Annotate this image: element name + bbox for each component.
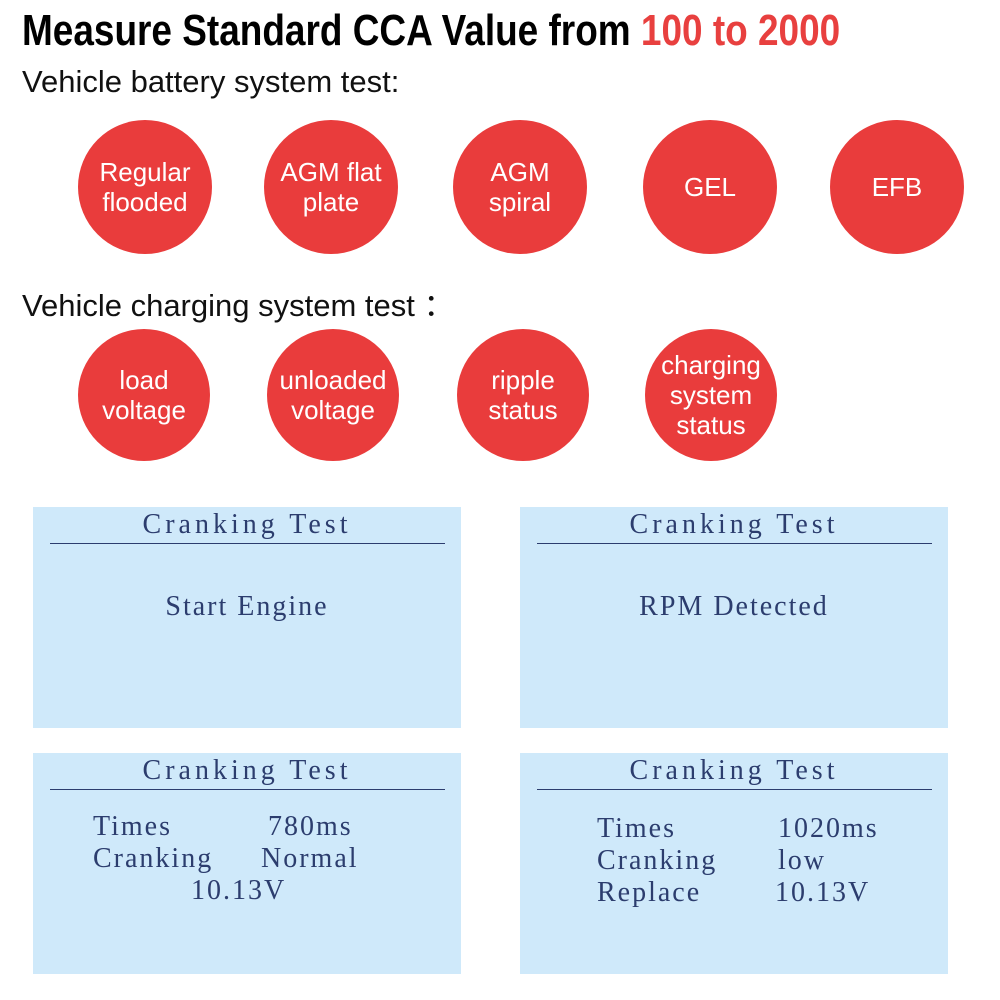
badge-label: Regular <box>99 157 191 187</box>
screen-text: low <box>778 845 826 876</box>
category-badge: EFB <box>830 120 964 254</box>
title: Measure Standard CCA Value from 100 to 2… <box>22 6 840 56</box>
display-screen: Cranking Test Times 1020ms Cranking low Repla… <box>520 753 948 974</box>
screen-text: 1020ms <box>778 813 879 844</box>
category-badge: AGM flat plate <box>264 120 398 254</box>
badge-label: status <box>488 395 558 425</box>
category-badge: AGM spiral <box>453 120 587 254</box>
category-badge: unloaded voltage <box>267 329 399 461</box>
screen-title: Cranking Test <box>629 755 839 786</box>
screen-text: Normal <box>261 843 359 874</box>
section-heading: Vehicle battery system test: <box>22 64 400 99</box>
display-screen: Cranking Test RPM Detected <box>520 507 948 728</box>
badge-label: AGM <box>490 157 550 187</box>
badge-label: EFB <box>871 172 923 202</box>
screen-text: Cranking <box>597 845 718 876</box>
badge-label: plate <box>302 187 360 217</box>
section-heading: Vehicle charging system test ： <box>22 288 455 323</box>
badge-label: voltage <box>291 395 375 425</box>
screen-title: Cranking Test <box>142 755 352 786</box>
screen-text: 780ms <box>268 811 353 842</box>
screen-text: Times <box>597 813 677 844</box>
badge-label: load <box>119 365 169 395</box>
badge-label: AGM flat <box>280 157 382 187</box>
screen-text: Times <box>93 811 173 842</box>
badge-label: spiral <box>488 187 552 217</box>
screen-text: 10.13V <box>775 877 871 908</box>
screen-message: Start Engine <box>165 591 329 622</box>
screen-divider <box>50 789 445 790</box>
screen-divider <box>537 789 932 790</box>
screen-title: Cranking Test <box>629 509 839 540</box>
screen-divider <box>50 543 445 544</box>
category-badge: charging system status <box>645 329 777 461</box>
badge-label: flooded <box>102 187 188 217</box>
screen-text: Cranking <box>93 843 214 874</box>
badge-label: GEL <box>683 172 737 202</box>
display-screen: Cranking Test Start Engine <box>33 507 461 728</box>
screen-text: 10.13V <box>191 875 287 906</box>
category-badge: Regular flooded <box>78 120 212 254</box>
badge-label: status <box>676 410 746 440</box>
badge-label: voltage <box>102 395 186 425</box>
screen-message: RPM Detected <box>639 591 829 622</box>
badge-label: unloaded <box>279 365 387 395</box>
display-screen: Cranking Test Times 780ms Cranking Normal 10.… <box>33 753 461 974</box>
category-badge: GEL <box>643 120 777 254</box>
badge-label: charging <box>661 350 761 380</box>
badge-label: system <box>669 380 753 410</box>
screen-divider <box>537 543 932 544</box>
title-highlight: 100 to 2000 <box>640 6 841 55</box>
category-badge: load voltage <box>78 329 210 461</box>
screen-title: Cranking Test <box>142 509 352 540</box>
screen-text: Replace <box>597 877 702 908</box>
badge-label: ripple <box>491 365 555 395</box>
category-badge: ripple status <box>457 329 589 461</box>
title-prefix: Measure Standard CCA Value from <box>22 6 631 55</box>
